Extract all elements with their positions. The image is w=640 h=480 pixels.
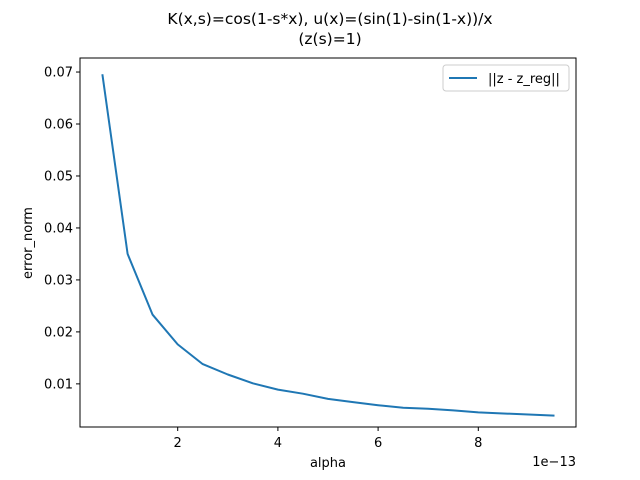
legend-box [442,64,570,92]
y-tick-label: 0.04 [44,221,73,236]
y-tick-label: 0.06 [44,118,73,133]
data-point [151,313,155,317]
x-axis: 2 4 6 8 [174,427,482,451]
data-point [376,403,380,407]
data-point [301,392,305,396]
series-layer [101,73,555,418]
y-tick-label: 0.07 [44,66,73,81]
plot-area [79,57,577,428]
y-axis-label: error_norm [21,207,36,279]
data-point [126,252,130,256]
data-point [226,373,230,377]
data-point [176,342,180,346]
x-tick-label: 4 [274,436,282,451]
chart-title: K(x,s)=cos(1-s*x), u(x)=(sin(1)-sin(1-x)… [167,10,492,28]
x-offset-text: 1e−13 [532,455,576,470]
data-point [476,410,480,414]
data-point [501,411,505,415]
data-point [351,400,355,404]
data-point [251,381,255,385]
x-axis-label: alpha [310,456,346,471]
data-point [401,406,405,410]
x-tick-label: 2 [174,436,182,451]
legend-label: ||z - z_reg|| [488,72,560,87]
y-tick-label: 0.03 [44,273,73,288]
data-point [526,413,530,417]
y-tick-label: 0.02 [44,325,73,340]
data-point [451,408,455,412]
chart-subtitle: (z(s)=1) [298,30,361,48]
data-point [551,414,555,418]
legend: ||z - z_reg|| [442,64,570,92]
y-tick-label: 0.05 [44,169,73,184]
data-point [276,388,280,392]
x-tick-label: 6 [374,436,382,451]
data-point [326,397,330,401]
series-line [101,74,555,417]
data-point [201,362,205,366]
data-point [426,407,430,411]
x-tick-label: 8 [474,436,482,451]
y-tick-label: 0.01 [44,377,73,392]
y-axis: 0.01 0.02 0.03 0.04 0.05 0.06 0.07 [44,66,80,392]
data-point [101,73,105,77]
